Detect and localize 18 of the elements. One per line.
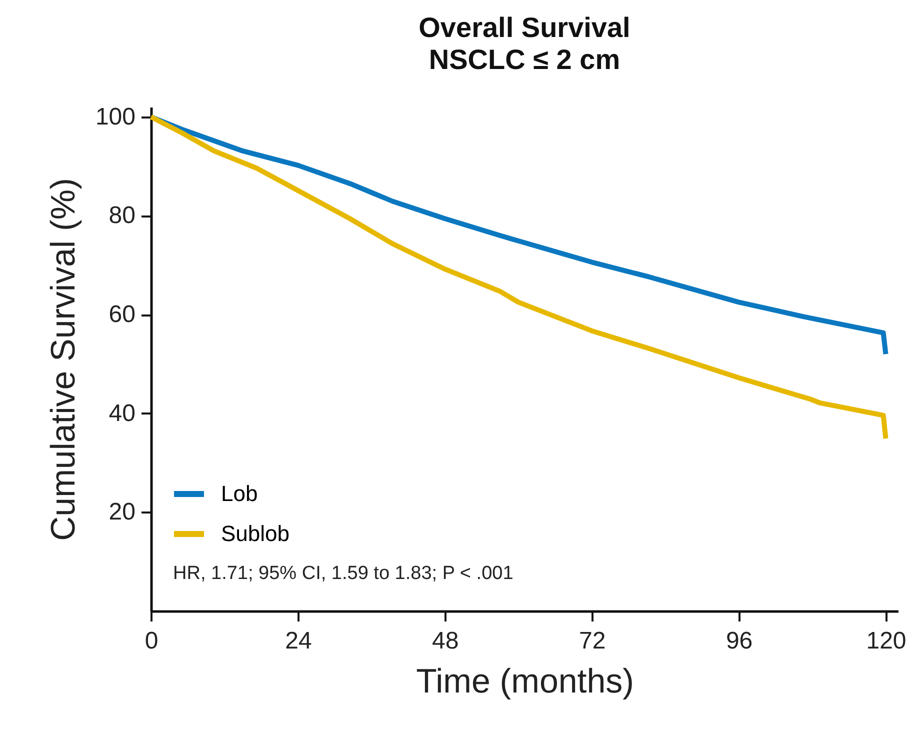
chart-title: Overall Survival bbox=[418, 12, 630, 43]
x-tick-label: 96 bbox=[726, 628, 753, 654]
legend-label: Lob bbox=[221, 481, 258, 506]
x-tick-label: 120 bbox=[866, 628, 906, 654]
x-tick-label: 24 bbox=[285, 628, 312, 654]
x-tick-label: 0 bbox=[144, 628, 158, 654]
chart-subtitle: NSCLC ≤ 2 cm bbox=[428, 44, 620, 75]
y-tick-label: 60 bbox=[108, 301, 136, 328]
x-axis-title: Time (months) bbox=[416, 662, 634, 700]
annotation: HR, 1.71; 95% CI, 1.59 to 1.83; P < .001 bbox=[173, 563, 514, 584]
y-tick-label: 40 bbox=[108, 400, 136, 427]
y-tick-label: 80 bbox=[108, 202, 136, 230]
legend-label: Sublob bbox=[221, 521, 290, 546]
y-tick-label: 20 bbox=[108, 498, 136, 526]
y-axis-title: Cumulative Survival (%) bbox=[44, 178, 82, 541]
x-tick-label: 48 bbox=[432, 628, 459, 654]
y-tick-label: 100 bbox=[95, 103, 136, 130]
x-tick-label: 72 bbox=[579, 628, 606, 654]
